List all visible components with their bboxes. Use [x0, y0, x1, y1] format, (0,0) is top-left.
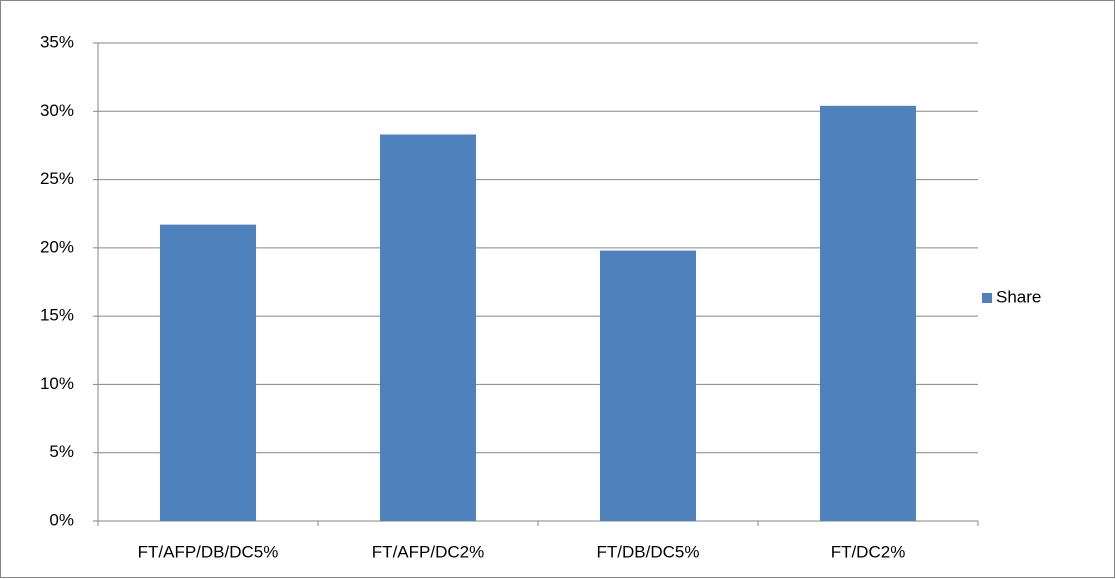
x-tick-label: FT/DB/DC5%: [597, 542, 700, 561]
legend-label: Share: [996, 287, 1041, 306]
bar: [160, 224, 256, 521]
legend-swatch: [982, 293, 992, 303]
y-tick-label: 15%: [40, 306, 74, 325]
x-tick-label: FT/DC2%: [831, 542, 906, 561]
y-tick-label: 0%: [49, 510, 74, 529]
y-tick-label: 30%: [40, 101, 74, 120]
bar: [380, 134, 476, 521]
y-tick-label: 20%: [40, 237, 74, 256]
bar: [820, 105, 916, 521]
bar: [600, 250, 696, 522]
x-tick-label: FT/AFP/DC2%: [372, 542, 484, 561]
y-tick-label: 35%: [40, 32, 74, 51]
y-tick-label: 5%: [49, 442, 74, 461]
y-tick-label: 25%: [40, 169, 74, 188]
x-tick-label: FT/AFP/DB/DC5%: [138, 542, 279, 561]
y-tick-label: 10%: [40, 374, 74, 393]
